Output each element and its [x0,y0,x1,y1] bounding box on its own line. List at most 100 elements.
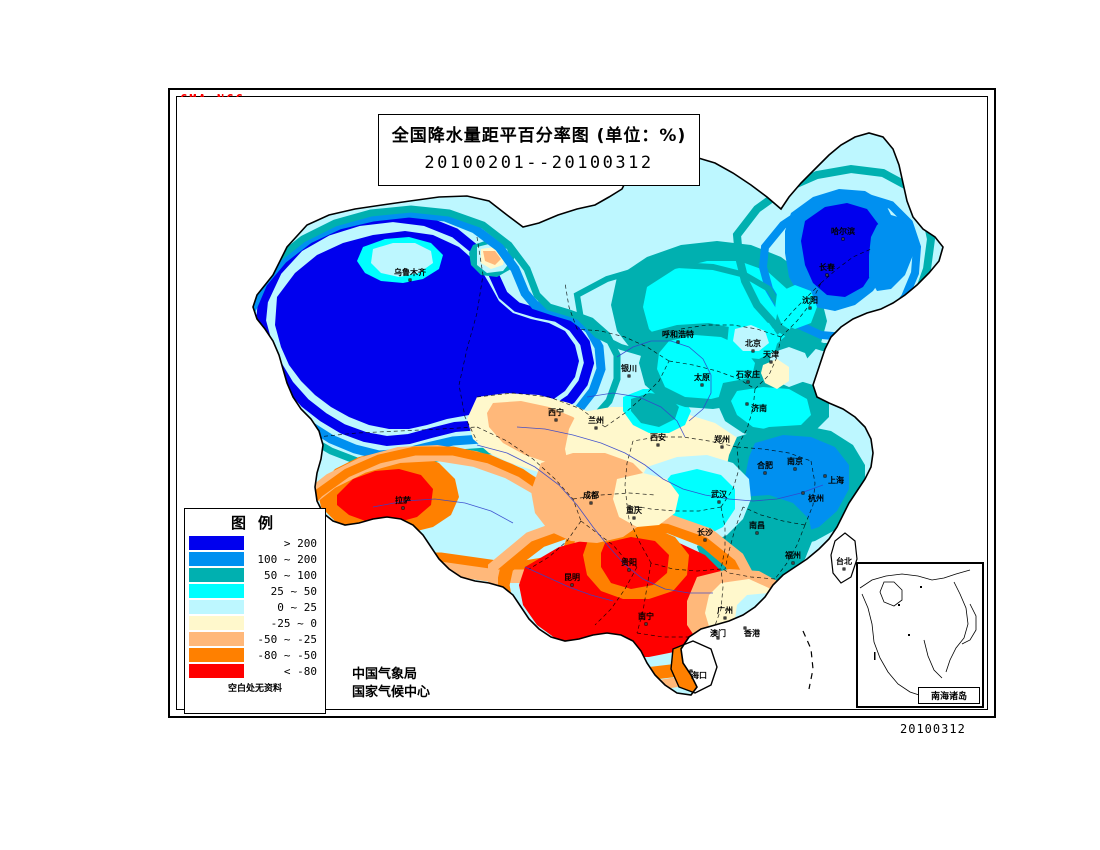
city-marker-dot [570,583,574,587]
city-label: 太原 [694,373,710,382]
city-marker-dot [801,491,805,495]
city-label: 南昌 [749,521,765,530]
city-marker-dot [755,531,759,535]
city-label: 沈阳 [802,296,818,305]
city-marker-dot [632,516,636,520]
legend-item: 100 ~ 200 [189,551,321,567]
city-marker-dot [793,467,797,471]
city-label: 济南 [751,404,767,413]
city-label: 石家庄 [736,370,760,379]
map-title-box: 全国降水量距平百分率图 (单位：%) 20100201--20100312 [378,114,700,186]
legend-label: -25 ~ 0 [270,616,317,630]
city-label: 昆明 [564,573,580,582]
city-label: 长春 [819,263,835,272]
city-label: 乌鲁木齐 [394,268,426,277]
map-period: 20100201--20100312 [424,152,654,173]
city-label: 广州 [717,606,733,615]
legend-heading: 图例 [230,514,285,532]
city-marker-dot [751,349,755,353]
city-label: 重庆 [626,506,642,515]
city-label: 南宁 [638,612,654,621]
city-marker-dot [841,237,845,241]
city-marker-dot [676,340,680,344]
legend-item: -50 ~ -25 [189,631,321,647]
city-label: 西宁 [548,408,564,417]
legend-rows: > 200 100 ~ 200 50 ~ 100 25 ~ 50 0 ~ 25 -25 ~… [185,535,325,679]
city-label: 西安 [650,433,666,442]
legend-swatch [189,568,244,582]
credit-line-2: 国家气候中心 [352,684,431,700]
city-marker-dot [703,538,707,542]
city-marker-dot [746,380,750,384]
legend-item: < -80 [189,663,321,679]
legend-label: 0 ~ 25 [277,600,317,614]
legend-label: -80 ~ -50 [257,648,317,662]
south-sea-dash [802,630,814,690]
city-label: 郑州 [714,435,730,444]
city-marker-dot [594,426,598,430]
taiwan-outline [830,532,858,584]
city-label: 成都 [583,491,599,500]
credit-line-1: 中国气象局 [352,667,418,682]
city-label: 南京 [787,457,803,466]
city-marker-dot [720,445,724,449]
legend-item: > 200 [189,535,321,551]
legend-swatch [189,616,244,630]
legend-swatch [189,648,244,662]
city-label: 武汉 [711,490,727,499]
city-label: 上海 [828,476,844,485]
city-marker-dot [745,402,749,406]
city-marker-dot [842,567,846,571]
legend-label: 50 ~ 100 [264,568,317,582]
city-marker-dot [723,616,727,620]
date-stamp: 20100312 [900,722,966,736]
hainan-outline [670,640,718,694]
city-label: 澳门 [710,629,726,638]
map-outer-frame [168,88,996,718]
legend-item: 0 ~ 25 [189,599,321,615]
city-label: 拉萨 [395,496,411,505]
rivers [372,340,824,602]
city-label: 杭州 [808,494,824,503]
city-marker-dot [689,669,693,673]
legend-item: -25 ~ 0 [189,615,321,631]
city-label: 福州 [785,551,801,560]
city-label: 呼和浩特 [662,330,694,339]
city-label: 北京 [745,339,761,348]
legend-item: 25 ~ 50 [189,583,321,599]
legend-swatch [189,600,244,614]
legend-label: < -80 [283,664,317,678]
city-marker-dot [743,626,747,630]
legend-label: 100 ~ 200 [257,552,317,566]
city-marker-dot [589,501,593,505]
city-marker-dot [763,471,767,475]
legend-swatch [189,664,244,678]
legend-footnote: 空白处无资料 [227,684,282,694]
legend-label: -50 ~ -25 [257,632,317,646]
city-marker-dot [716,636,720,640]
legend-item: -80 ~ -50 [189,647,321,663]
city-marker-dot [644,622,648,626]
city-marker-dot [717,500,721,504]
legend-box: 图例 > 200 100 ~ 200 50 ~ 100 25 ~ 50 0 ~ 25 -2… [184,508,326,714]
city-marker-dot [700,383,704,387]
city-label: 银川 [621,364,637,373]
city-label: 贵阳 [621,558,637,567]
city-marker-dot [791,561,795,565]
organization-credit: 中国气象局 国家气候中心 [352,666,430,701]
inset-map [858,564,982,706]
legend-item: 50 ~ 100 [189,567,321,583]
city-marker-dot [769,360,773,364]
city-label: 合肥 [757,461,773,470]
city-marker-dot [554,418,558,422]
legend-swatch [189,552,244,566]
legend-label: 25 ~ 50 [270,584,317,598]
map-title: 全国降水量距平百分率图 (单位：%) [391,126,687,147]
city-label: 香港 [744,629,760,638]
city-marker-dot [825,273,829,277]
south-china-sea-inset: 南海诸岛 [856,562,984,708]
legend-swatch [189,632,244,646]
city-label: 哈尔滨 [831,227,855,236]
city-marker-dot [408,278,412,282]
